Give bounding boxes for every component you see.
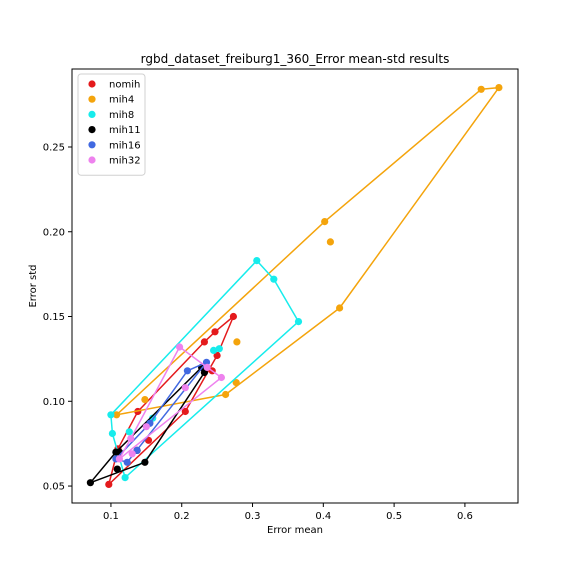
legend-marker-mih11 [88,126,96,134]
series-line-mih32 [118,346,223,460]
x-tick-label-4: 0.5 [386,511,402,522]
data-point-mih4-8 [141,396,149,404]
x-tick-label-5: 0.6 [457,511,473,522]
y-axis-label: Error std [28,264,39,307]
data-point-nomih-0 [105,480,113,488]
data-point-mih32-1 [127,435,135,443]
legend-label-nomih: nomih [109,80,140,91]
y-tick-label-4: 0.25 [43,142,65,153]
data-point-mih8-4 [294,318,303,326]
data-point-mih8-7 [210,346,218,354]
legend-label-mih4: mih4 [109,95,134,106]
data-point-mih32-5 [181,384,189,392]
data-point-mih4-1 [477,85,485,93]
data-point-mih4-5 [222,390,230,399]
legend-marker-mih4 [88,95,96,103]
data-point-mih16-4 [123,458,131,466]
data-point-mih4-7 [113,411,121,419]
chart-title: rgbd_dataset_freiburg1_360_Error mean-st… [141,52,450,66]
data-point-nomih-6 [200,338,208,346]
data-point-nomih-2 [181,407,189,416]
data-point-mih32-6 [142,423,150,431]
legend-label-mih32: mih32 [109,156,141,167]
data-point-mih8-3 [270,275,278,283]
plot-frame [71,68,519,504]
data-point-mih32-7 [128,450,136,458]
data-point-mih4-0 [495,84,503,92]
legend-marker-mih8 [88,110,96,118]
x-tick-label-0: 0.1 [103,511,119,522]
data-point-mih11-1 [141,458,149,466]
data-point-mih4-4 [336,304,344,312]
data-point-nomih-7 [229,312,237,321]
data-point-mih8-6 [125,428,133,436]
legend-label-mih16: mih16 [109,140,141,151]
data-point-mih8-0 [107,411,115,419]
y-tick-label-3: 0.20 [43,227,65,238]
data-point-mih8-5 [121,474,129,482]
legend: nomih mih4 mih8 mih11 mih16 mih32 [77,73,146,176]
chart-content [86,84,503,488]
data-point-mih32-2 [176,343,184,351]
data-point-mih32-0 [115,455,123,463]
series-mih8 [107,257,303,482]
x-tick-label-1: 0.2 [174,511,190,522]
data-point-nomih-4 [213,351,221,360]
data-point-mih4-2 [321,218,329,226]
data-point-mih16-2 [183,367,191,375]
data-point-mih4-9 [233,338,241,346]
data-point-mih4-6 [232,379,240,387]
data-point-mih8-1 [108,429,116,438]
legend-marker-nomih [88,80,96,88]
data-point-nomih-3 [211,328,219,336]
y-tick-label-1: 0.10 [43,397,65,408]
data-point-mih4-3 [326,238,334,246]
data-point-mih8-2 [253,257,261,265]
y-tick-label-0: 0.05 [43,482,65,493]
x-tick-label-2: 0.3 [245,511,261,522]
data-point-mih11-5 [113,465,121,473]
legend-label-mih11: mih11 [109,125,141,136]
y-tick-label-2: 0.15 [43,312,65,323]
series-mih4 [113,84,503,419]
legend-label-mih8: mih8 [109,110,134,121]
x-tick-label-3: 0.4 [315,511,331,522]
data-point-mih32-4 [217,373,225,382]
axis-ticks: 0.1 0.2 0.3 0.4 0.5 0.6 0.05 0.10 0.15 0.20 0.25 [43,142,473,522]
data-point-mih8-8 [215,345,223,353]
legend-marker-mih16 [88,141,96,149]
legend-marker-mih32 [88,156,96,164]
data-point-mih32-3 [203,363,211,371]
series-mih32 [115,343,225,463]
x-axis-label: Error mean [267,525,323,536]
data-point-mih11-0 [86,479,94,487]
